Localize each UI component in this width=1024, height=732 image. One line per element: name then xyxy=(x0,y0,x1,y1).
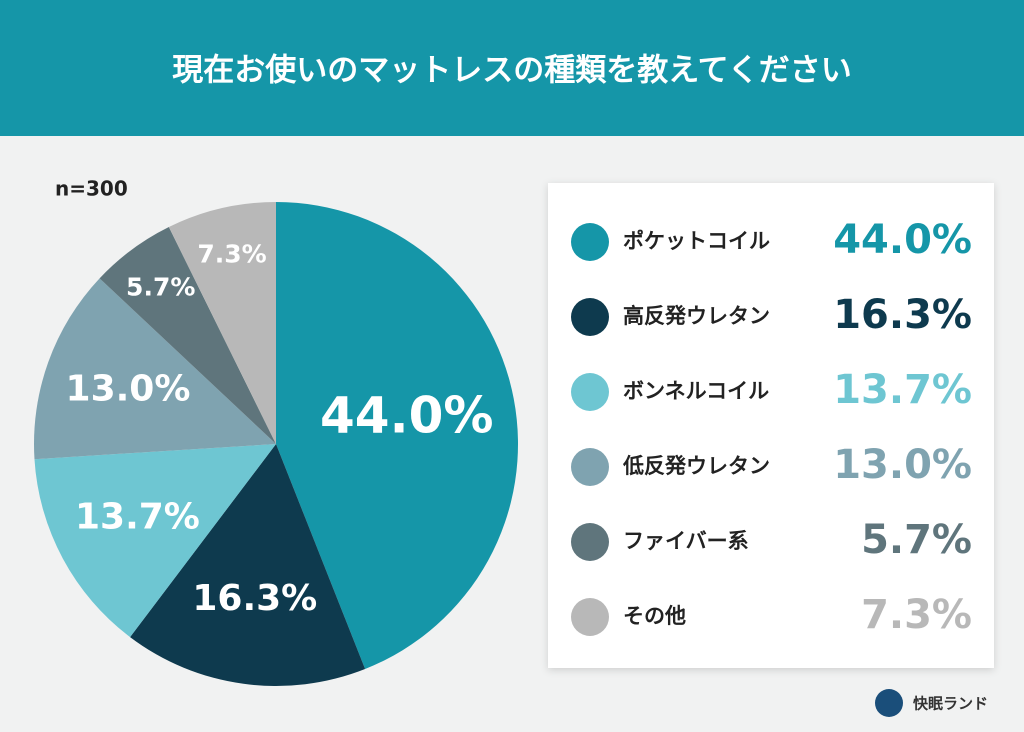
chart-title: 現在お使いのマットレスの種類を教えてください xyxy=(172,53,852,89)
legend-swatch xyxy=(571,373,609,411)
pie-slice xyxy=(130,444,366,687)
brand-name: 快眠ランド xyxy=(913,695,988,713)
legend-label: ボンネルコイル xyxy=(623,379,769,403)
legend-value: 13.0% xyxy=(833,442,972,488)
legend-label: ポケットコイル xyxy=(623,229,770,253)
pie-slice xyxy=(33,278,276,460)
pie: 44.0% 16.3% 13.7% 13.0% 5.7%7.3% xyxy=(33,202,518,687)
legend-box xyxy=(548,183,994,668)
legend-swatch xyxy=(571,223,609,261)
legend-value: 16.3% xyxy=(833,292,972,338)
legend-swatch xyxy=(571,298,609,336)
legend-label: 低反発ウレタン xyxy=(622,454,770,478)
legend-label: 高反発ウレタン xyxy=(623,304,770,328)
slice-label: 13.0% xyxy=(66,369,191,410)
legend-value: 5.7% xyxy=(861,517,972,563)
slice-label: 7.3% xyxy=(197,239,266,268)
slice-label: 44.0% xyxy=(320,387,493,445)
pie-slice xyxy=(168,202,276,444)
sample-size: n=300 xyxy=(55,177,128,201)
pie-slice xyxy=(34,444,276,638)
legend-label: ファイバー系 xyxy=(623,529,749,553)
slice-label: 13.7% xyxy=(75,496,200,537)
pie-slice xyxy=(276,202,518,670)
legend-value: 7.3% xyxy=(861,592,972,638)
header-band xyxy=(0,0,1024,136)
brand-logo xyxy=(875,689,903,717)
pie-slice xyxy=(99,227,276,444)
legend-value: 13.7% xyxy=(833,367,972,413)
legend-value: 44.0% xyxy=(833,217,972,263)
slice-label: 16.3% xyxy=(192,578,317,619)
legend-label: その他 xyxy=(623,604,686,628)
legend: ポケットコイル 44.0% 高反発ウレタン 16.3% ボンネルコイル 13.7% 低反発ウ… xyxy=(571,217,972,638)
legend-swatch xyxy=(571,523,609,561)
legend-swatch xyxy=(571,448,609,486)
slice-label: 5.7% xyxy=(126,272,195,301)
legend-swatch xyxy=(571,598,609,636)
